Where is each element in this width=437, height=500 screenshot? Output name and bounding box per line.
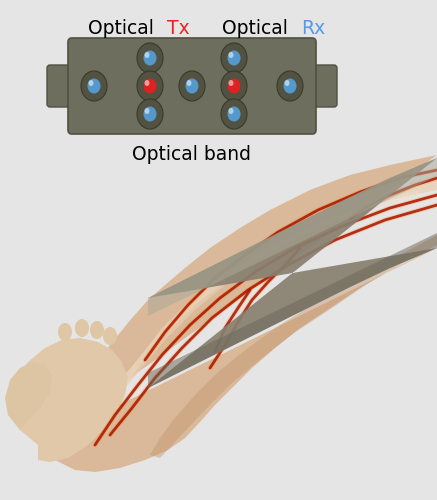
Polygon shape xyxy=(148,158,437,316)
Ellipse shape xyxy=(145,108,149,114)
Ellipse shape xyxy=(145,52,149,58)
Ellipse shape xyxy=(145,80,149,86)
Ellipse shape xyxy=(228,106,240,122)
Ellipse shape xyxy=(284,80,289,86)
Ellipse shape xyxy=(221,71,247,101)
Polygon shape xyxy=(8,338,128,462)
Ellipse shape xyxy=(143,50,156,66)
Ellipse shape xyxy=(143,106,156,122)
Ellipse shape xyxy=(89,80,94,86)
Ellipse shape xyxy=(137,99,163,129)
FancyBboxPatch shape xyxy=(47,65,77,107)
Text: Rx: Rx xyxy=(301,18,325,38)
Ellipse shape xyxy=(90,321,104,339)
Ellipse shape xyxy=(137,43,163,73)
Ellipse shape xyxy=(58,323,72,341)
Polygon shape xyxy=(80,180,437,435)
Polygon shape xyxy=(38,155,437,472)
Ellipse shape xyxy=(137,71,163,101)
Ellipse shape xyxy=(221,43,247,73)
Ellipse shape xyxy=(187,80,191,86)
Text: Optical band: Optical band xyxy=(132,146,252,165)
Text: Optical: Optical xyxy=(222,18,294,38)
Ellipse shape xyxy=(87,78,101,94)
Polygon shape xyxy=(112,190,420,398)
Ellipse shape xyxy=(229,108,233,114)
Ellipse shape xyxy=(229,80,233,86)
Ellipse shape xyxy=(143,78,156,94)
Ellipse shape xyxy=(228,78,240,94)
Ellipse shape xyxy=(81,71,107,101)
Text: Tx: Tx xyxy=(167,18,190,38)
Polygon shape xyxy=(5,362,52,430)
Ellipse shape xyxy=(179,71,205,101)
Ellipse shape xyxy=(103,327,117,345)
Ellipse shape xyxy=(221,99,247,129)
Polygon shape xyxy=(148,158,437,388)
Polygon shape xyxy=(150,235,437,458)
Ellipse shape xyxy=(277,71,303,101)
FancyBboxPatch shape xyxy=(68,38,316,134)
Text: Optical: Optical xyxy=(88,18,160,38)
Ellipse shape xyxy=(75,319,89,337)
Ellipse shape xyxy=(229,52,233,58)
FancyBboxPatch shape xyxy=(307,65,337,107)
Ellipse shape xyxy=(228,50,240,66)
Polygon shape xyxy=(148,233,437,388)
Ellipse shape xyxy=(185,78,198,94)
Ellipse shape xyxy=(284,78,296,94)
